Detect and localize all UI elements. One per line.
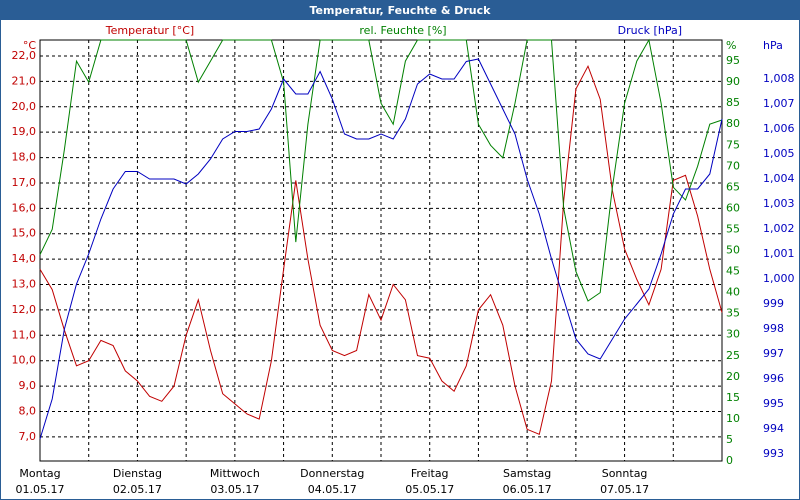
y3ticks-label: 998 [763, 322, 784, 335]
y2ticks-label: 70 [726, 159, 740, 172]
series-line [39, 58, 723, 440]
y2ticks-label: 65 [726, 180, 740, 193]
legend-entry: rel. Feuchte [%] [359, 24, 446, 37]
x-tick-date: 07.05.17 [600, 483, 649, 496]
y3ticks-label: 1,001 [763, 247, 795, 260]
y3ticks-label: 1,000 [763, 272, 795, 285]
x-tick-label: Donnerstag [300, 467, 364, 480]
y2ticks-label: 55 [726, 222, 740, 235]
x-tick-label: Mittwoch [210, 467, 260, 480]
y2ticks-label: 85 [726, 96, 740, 109]
x-tick-date: 01.05.17 [16, 483, 65, 496]
y2ticks-label: 35 [726, 307, 740, 320]
y2ticks-label: 25 [726, 349, 740, 362]
chart-title: Temperatur, Feuchte & Druck [310, 4, 492, 17]
y3ticks-label: 999 [763, 297, 784, 310]
y2ticks-label: 50 [726, 244, 740, 257]
x-tick-date: 04.05.17 [308, 483, 357, 496]
y3ticks-label: 1,005 [763, 147, 795, 160]
y3ticks-label: 994 [763, 422, 784, 435]
y2ticks-label: 80 [726, 117, 740, 130]
yticks-label: 10,0 [12, 354, 37, 367]
x-tick-date: 06.05.17 [503, 483, 552, 496]
y3-unit: hPa [763, 39, 783, 52]
y2ticks-label: 60 [726, 201, 740, 214]
y2ticks-label: 5 [726, 433, 733, 446]
yticks-label: 12,0 [12, 303, 37, 316]
yticks-label: 19,0 [12, 125, 37, 138]
yticks-label: 21,0 [12, 74, 37, 87]
yticks-label: 9,0 [19, 379, 37, 392]
y2ticks-label: 0 [726, 454, 733, 467]
y2ticks-label: 15 [726, 391, 740, 404]
y2ticks-label: 30 [726, 328, 740, 341]
y3ticks-label: 995 [763, 397, 784, 410]
y3ticks-label: 996 [763, 372, 784, 385]
x-tick-label: Sonntag [602, 467, 648, 480]
y3ticks-label: 1,006 [763, 122, 795, 135]
yticks-label: 16,0 [12, 201, 37, 214]
y3ticks-label: 1,007 [763, 97, 795, 110]
y-unit: °C [23, 39, 37, 52]
plot-border [39, 39, 723, 462]
x-tick-date: 05.05.17 [405, 483, 454, 496]
y2ticks-label: 95 [726, 54, 740, 67]
yticks-label: 18,0 [12, 151, 37, 164]
x-tick-label: Dienstag [113, 467, 162, 480]
x-tick-label: Samstag [503, 467, 551, 480]
y2ticks-label: 20 [726, 370, 740, 383]
y2ticks-label: 10 [726, 412, 740, 425]
series-line [39, 38, 723, 302]
y2ticks-label: 40 [726, 286, 740, 299]
y3ticks-label: 997 [763, 347, 784, 360]
yticks-label: 13,0 [12, 278, 37, 291]
yticks-label: 20,0 [12, 100, 37, 113]
y3ticks-label: 1,004 [763, 172, 795, 185]
y3ticks-label: 993 [763, 447, 784, 460]
yticks-label: 17,0 [12, 176, 37, 189]
yticks-label: 15,0 [12, 227, 37, 240]
x-tick-date: 03.05.17 [210, 483, 259, 496]
y3ticks-label: 1,003 [763, 197, 795, 210]
yticks-label: 22,0 [12, 49, 37, 62]
x-tick-label: Montag [19, 467, 60, 480]
x-tick-label: Freitag [411, 467, 449, 480]
series-line [39, 64, 723, 435]
y3ticks-label: 1,002 [763, 222, 795, 235]
yticks-label: 8,0 [19, 404, 37, 417]
yticks-label: 11,0 [12, 328, 37, 341]
y2ticks-label: 90 [726, 75, 740, 88]
legend-entry: Druck [hPa] [618, 24, 682, 37]
yticks-label: 14,0 [12, 252, 37, 265]
y2ticks-label: 45 [726, 265, 740, 278]
title-bar [0, 0, 800, 20]
y2-unit: % [726, 39, 736, 52]
legend-entry: Temperatur [°C] [105, 24, 194, 37]
x-tick-date: 02.05.17 [113, 483, 162, 496]
y2ticks-label: 75 [726, 138, 740, 151]
y3ticks-label: 1,008 [763, 72, 795, 85]
yticks-label: 7,0 [19, 430, 37, 443]
